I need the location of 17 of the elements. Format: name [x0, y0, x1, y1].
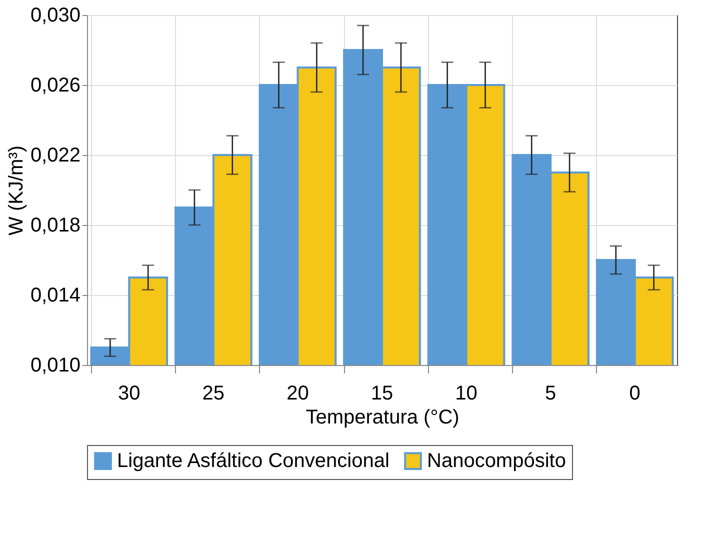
y-tick-label: 0,014 — [30, 284, 80, 306]
x-tick-label: 0 — [629, 382, 640, 404]
legend-label: Nanocompósito — [427, 450, 566, 472]
y-tick-label: 0,010 — [30, 354, 80, 376]
x-tick-label: 5 — [545, 382, 556, 404]
x-tick-label: 15 — [370, 382, 394, 404]
y-axis-title: W (KJ/m³) — [5, 146, 28, 236]
x-tick-label: 20 — [286, 382, 309, 404]
y-tick-label: 0,026 — [30, 74, 80, 96]
y-tick-label: 0,018 — [30, 214, 80, 236]
x-tick-label: 10 — [455, 382, 478, 404]
legend-label: Ligante Asfáltico Convencional — [117, 450, 390, 472]
x-tick-label: 30 — [118, 382, 140, 404]
y-tick-label: 0,022 — [30, 144, 80, 166]
x-tick-label: 25 — [202, 382, 225, 404]
x-axis-title: Temperatura (°C) — [306, 406, 460, 428]
y-tick-label: 0,030 — [30, 4, 80, 26]
